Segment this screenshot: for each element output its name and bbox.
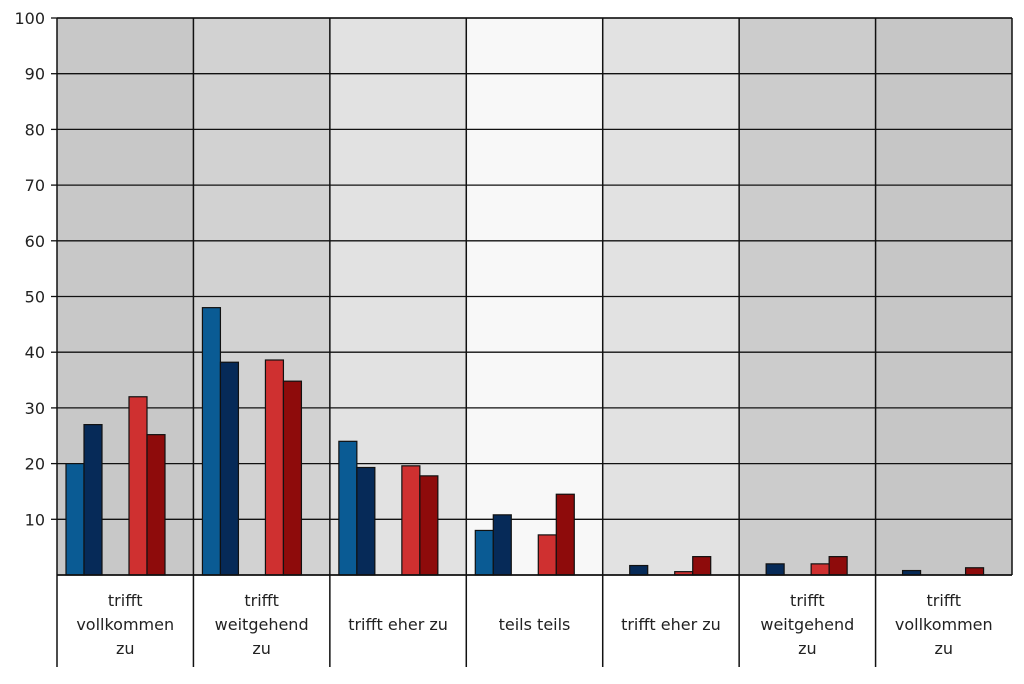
y-tick-label: 40	[25, 343, 45, 362]
category-label-line: trifft eher zu	[348, 615, 448, 634]
y-tick-label: 90	[25, 65, 45, 84]
category-label-line: trifft	[244, 591, 279, 610]
category-label-line: weitgehend	[760, 615, 854, 634]
category-label: trifft weitgehend zu	[215, 591, 309, 658]
plot-frame	[56, 17, 1013, 667]
bar	[219, 361, 240, 576]
category-label-line: vollkommen	[76, 615, 174, 634]
bar	[629, 564, 649, 576]
y-axis-ticks: 10 20 30 40 50 60 70 80 90 100	[14, 9, 57, 529]
bar	[65, 463, 85, 576]
bar	[555, 493, 575, 576]
bar	[401, 465, 421, 576]
category-label-line: vollkommen	[895, 615, 993, 634]
bar	[128, 396, 148, 576]
category-label: trifft vollkommen zu	[895, 591, 993, 658]
category-label-line: weitgehend	[215, 615, 309, 634]
bar	[264, 359, 285, 576]
bar	[492, 514, 512, 576]
bar	[964, 567, 985, 576]
y-tick-label: 10	[25, 510, 45, 529]
bar	[537, 534, 557, 576]
bar	[201, 307, 222, 576]
category-label-line: trifft	[108, 591, 143, 610]
category-label-line: zu	[116, 639, 135, 658]
bar	[83, 424, 103, 576]
bar	[282, 380, 303, 576]
y-tick-label: 80	[25, 120, 45, 139]
bar	[810, 563, 830, 576]
bar	[474, 529, 494, 576]
category-label: teils teils	[499, 615, 571, 634]
category-label-line: zu	[252, 639, 271, 658]
bar	[765, 563, 785, 576]
bar	[692, 556, 712, 576]
category-label-line: zu	[798, 639, 817, 658]
bar	[828, 556, 848, 576]
category-label: trifft eher zu	[621, 615, 721, 634]
bar	[338, 440, 358, 576]
bar	[419, 475, 439, 576]
bar	[356, 466, 376, 576]
category-label: trifft weitgehend zu	[760, 591, 854, 658]
category-label-line: trifft eher zu	[621, 615, 721, 634]
y-tick-label: 100	[14, 9, 45, 28]
y-tick-label: 60	[25, 232, 45, 251]
category-label: trifft vollkommen zu	[76, 591, 174, 658]
bars	[65, 307, 985, 576]
category-label: trifft eher zu	[348, 615, 448, 634]
category-label-line: trifft	[926, 591, 961, 610]
category-label-line: zu	[935, 639, 954, 658]
y-tick-label: 50	[25, 288, 45, 307]
category-label-line: teils teils	[499, 615, 571, 634]
category-label-line: trifft	[790, 591, 825, 610]
y-tick-label: 30	[25, 399, 45, 418]
bar	[146, 434, 166, 576]
y-tick-label: 20	[25, 455, 45, 474]
y-tick-label: 70	[25, 176, 45, 195]
